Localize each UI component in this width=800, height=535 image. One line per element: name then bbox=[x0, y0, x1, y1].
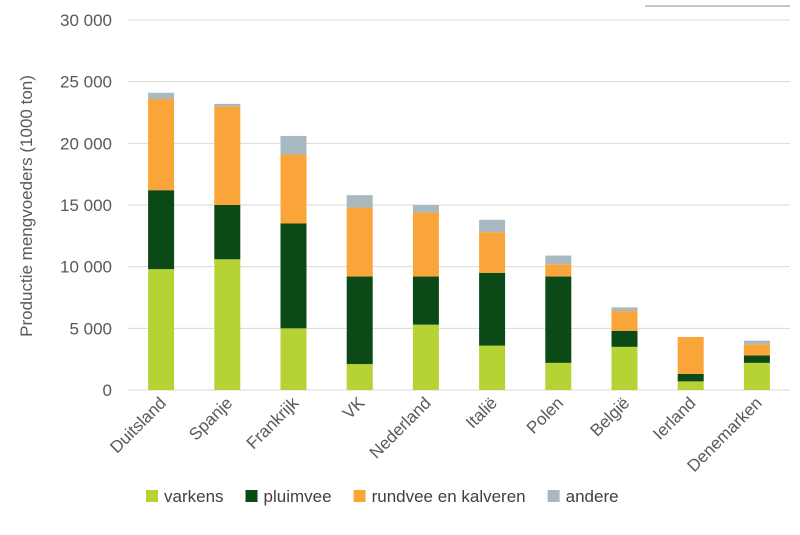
legend-swatch bbox=[146, 490, 158, 502]
bar-segment-andere: Polen – andere: 700 bbox=[545, 255, 572, 265]
bar-segment-andere: Nederland – andere: 600 bbox=[412, 205, 439, 213]
bar-segment-pluimvee: Denemarken – pluimvee: 600 bbox=[743, 355, 770, 363]
bar-segment-andere: Denemarken – andere: 300 bbox=[743, 340, 770, 345]
bar-segment-andere: Duitsland – andere: 500 bbox=[148, 92, 175, 99]
bar-segment-pluimvee: Nederland – pluimvee: 3900 bbox=[412, 276, 439, 325]
bar-segment-pluimvee: Duitsland – pluimvee: 6400 bbox=[148, 190, 175, 270]
y-tick-label: 10 000 bbox=[60, 258, 112, 277]
bar-segment-rundvee-en-kalveren: Italië – rundvee en kalveren: 3300 bbox=[479, 232, 506, 273]
y-tick-label: 25 000 bbox=[60, 73, 112, 92]
legend-label: pluimvee bbox=[264, 487, 332, 506]
bar-segment-rundvee-en-kalveren: België – rundvee en kalveren: 1600 bbox=[611, 311, 638, 331]
x-category-label: Polen bbox=[523, 393, 567, 437]
legend-swatch bbox=[245, 490, 258, 502]
x-category-label: Italië bbox=[462, 393, 501, 432]
bar-segment-pluimvee: België – pluimvee: 1300 bbox=[611, 330, 638, 347]
bar-segment-rundvee-en-kalveren: Spanje – rundvee en kalveren: 8000 bbox=[214, 106, 241, 205]
bar-segment-rundvee-en-kalveren: Nederland – rundvee en kalveren: 5200 bbox=[412, 212, 439, 277]
bar-segment-andere: VK – andere: 1000 bbox=[346, 195, 373, 208]
y-tick-label: 5 000 bbox=[69, 319, 112, 338]
x-category-label: Ierland bbox=[649, 393, 699, 443]
legend-swatch bbox=[547, 490, 560, 502]
bar-segment-rundvee-en-kalveren: Frankrijk – rundvee en kalveren: 5600 bbox=[280, 154, 307, 224]
bar-segment-pluimvee: Ierland – pluimvee: 600 bbox=[677, 373, 704, 382]
bar-segment-rundvee-en-kalveren: Denemarken – rundvee en kalveren: 900 bbox=[743, 344, 770, 356]
bar-segment-varkens: Denemarken – varkens: 2200 bbox=[743, 362, 770, 390]
bar-segment-pluimvee: Spanje – pluimvee: 4400 bbox=[214, 205, 241, 260]
legend-label: varkens bbox=[164, 487, 224, 506]
y-tick-label: 0 bbox=[103, 381, 112, 400]
bar-segment-rundvee-en-kalveren: Polen – rundvee en kalveren: 1000 bbox=[545, 264, 572, 277]
x-category-label: Nederland bbox=[366, 393, 435, 462]
bar-segment-pluimvee: Polen – pluimvee: 7000 bbox=[545, 276, 572, 363]
x-category-label: Spanje bbox=[185, 393, 236, 444]
bar-segment-rundvee-en-kalveren: VK – rundvee en kalveren: 5600 bbox=[346, 207, 373, 277]
bar-segment-varkens: Nederland – varkens: 5300 bbox=[412, 324, 439, 390]
bar-segment-andere: België – andere: 300 bbox=[611, 307, 638, 312]
x-category-label: Duitsland bbox=[106, 393, 170, 457]
y-tick-label: 20 000 bbox=[60, 134, 112, 153]
x-category-label: VK bbox=[339, 393, 369, 423]
bar-segment-pluimvee: Frankrijk – pluimvee: 8500 bbox=[280, 223, 307, 329]
legend-label: andere bbox=[566, 487, 619, 506]
legend: varkens pluimvee rundvee en kalveren andere bbox=[146, 487, 619, 506]
legend-label: rundvee en kalveren bbox=[372, 487, 526, 506]
bar-segment-varkens: Spanje – varkens: 10600 bbox=[214, 259, 241, 390]
bar-segment-pluimvee: VK – pluimvee: 7100 bbox=[346, 276, 373, 365]
x-category-label: België bbox=[586, 393, 633, 440]
bar-segment-pluimvee: Italië – pluimvee: 5900 bbox=[479, 272, 506, 346]
y-axis-title: Productie mengvoeders (1000 ton) bbox=[17, 75, 36, 337]
bar-segment-varkens: België – varkens: 3500 bbox=[611, 346, 638, 390]
x-category-label: Frankrijk bbox=[243, 393, 303, 453]
legend-swatch bbox=[353, 490, 366, 502]
bars: Duitsland – varkens: 9800Duitsland – plu… bbox=[148, 92, 770, 390]
bar-segment-andere: Spanje – andere: 200 bbox=[214, 103, 241, 107]
bar-segment-rundvee-en-kalveren: Duitsland – rundvee en kalveren: 7400 bbox=[148, 98, 175, 191]
y-axis-ticks: 0 5 000 10 000 15 000 20 000 25 000 30 000 bbox=[60, 11, 112, 400]
bar-segment-varkens: Duitsland – varkens: 9800 bbox=[148, 269, 175, 390]
bar-segment-varkens: Italië – varkens: 3600 bbox=[479, 345, 506, 390]
bar-segment-varkens: Ierland – varkens: 700 bbox=[677, 381, 704, 390]
bar-segment-andere: Italië – andere: 1000 bbox=[479, 219, 506, 233]
bar-segment-varkens: VK – varkens: 2100 bbox=[346, 364, 373, 390]
y-tick-label: 15 000 bbox=[60, 196, 112, 215]
bar-segment-varkens: Polen – varkens: 2200 bbox=[545, 362, 572, 390]
y-tick-label: 30 000 bbox=[60, 11, 112, 30]
